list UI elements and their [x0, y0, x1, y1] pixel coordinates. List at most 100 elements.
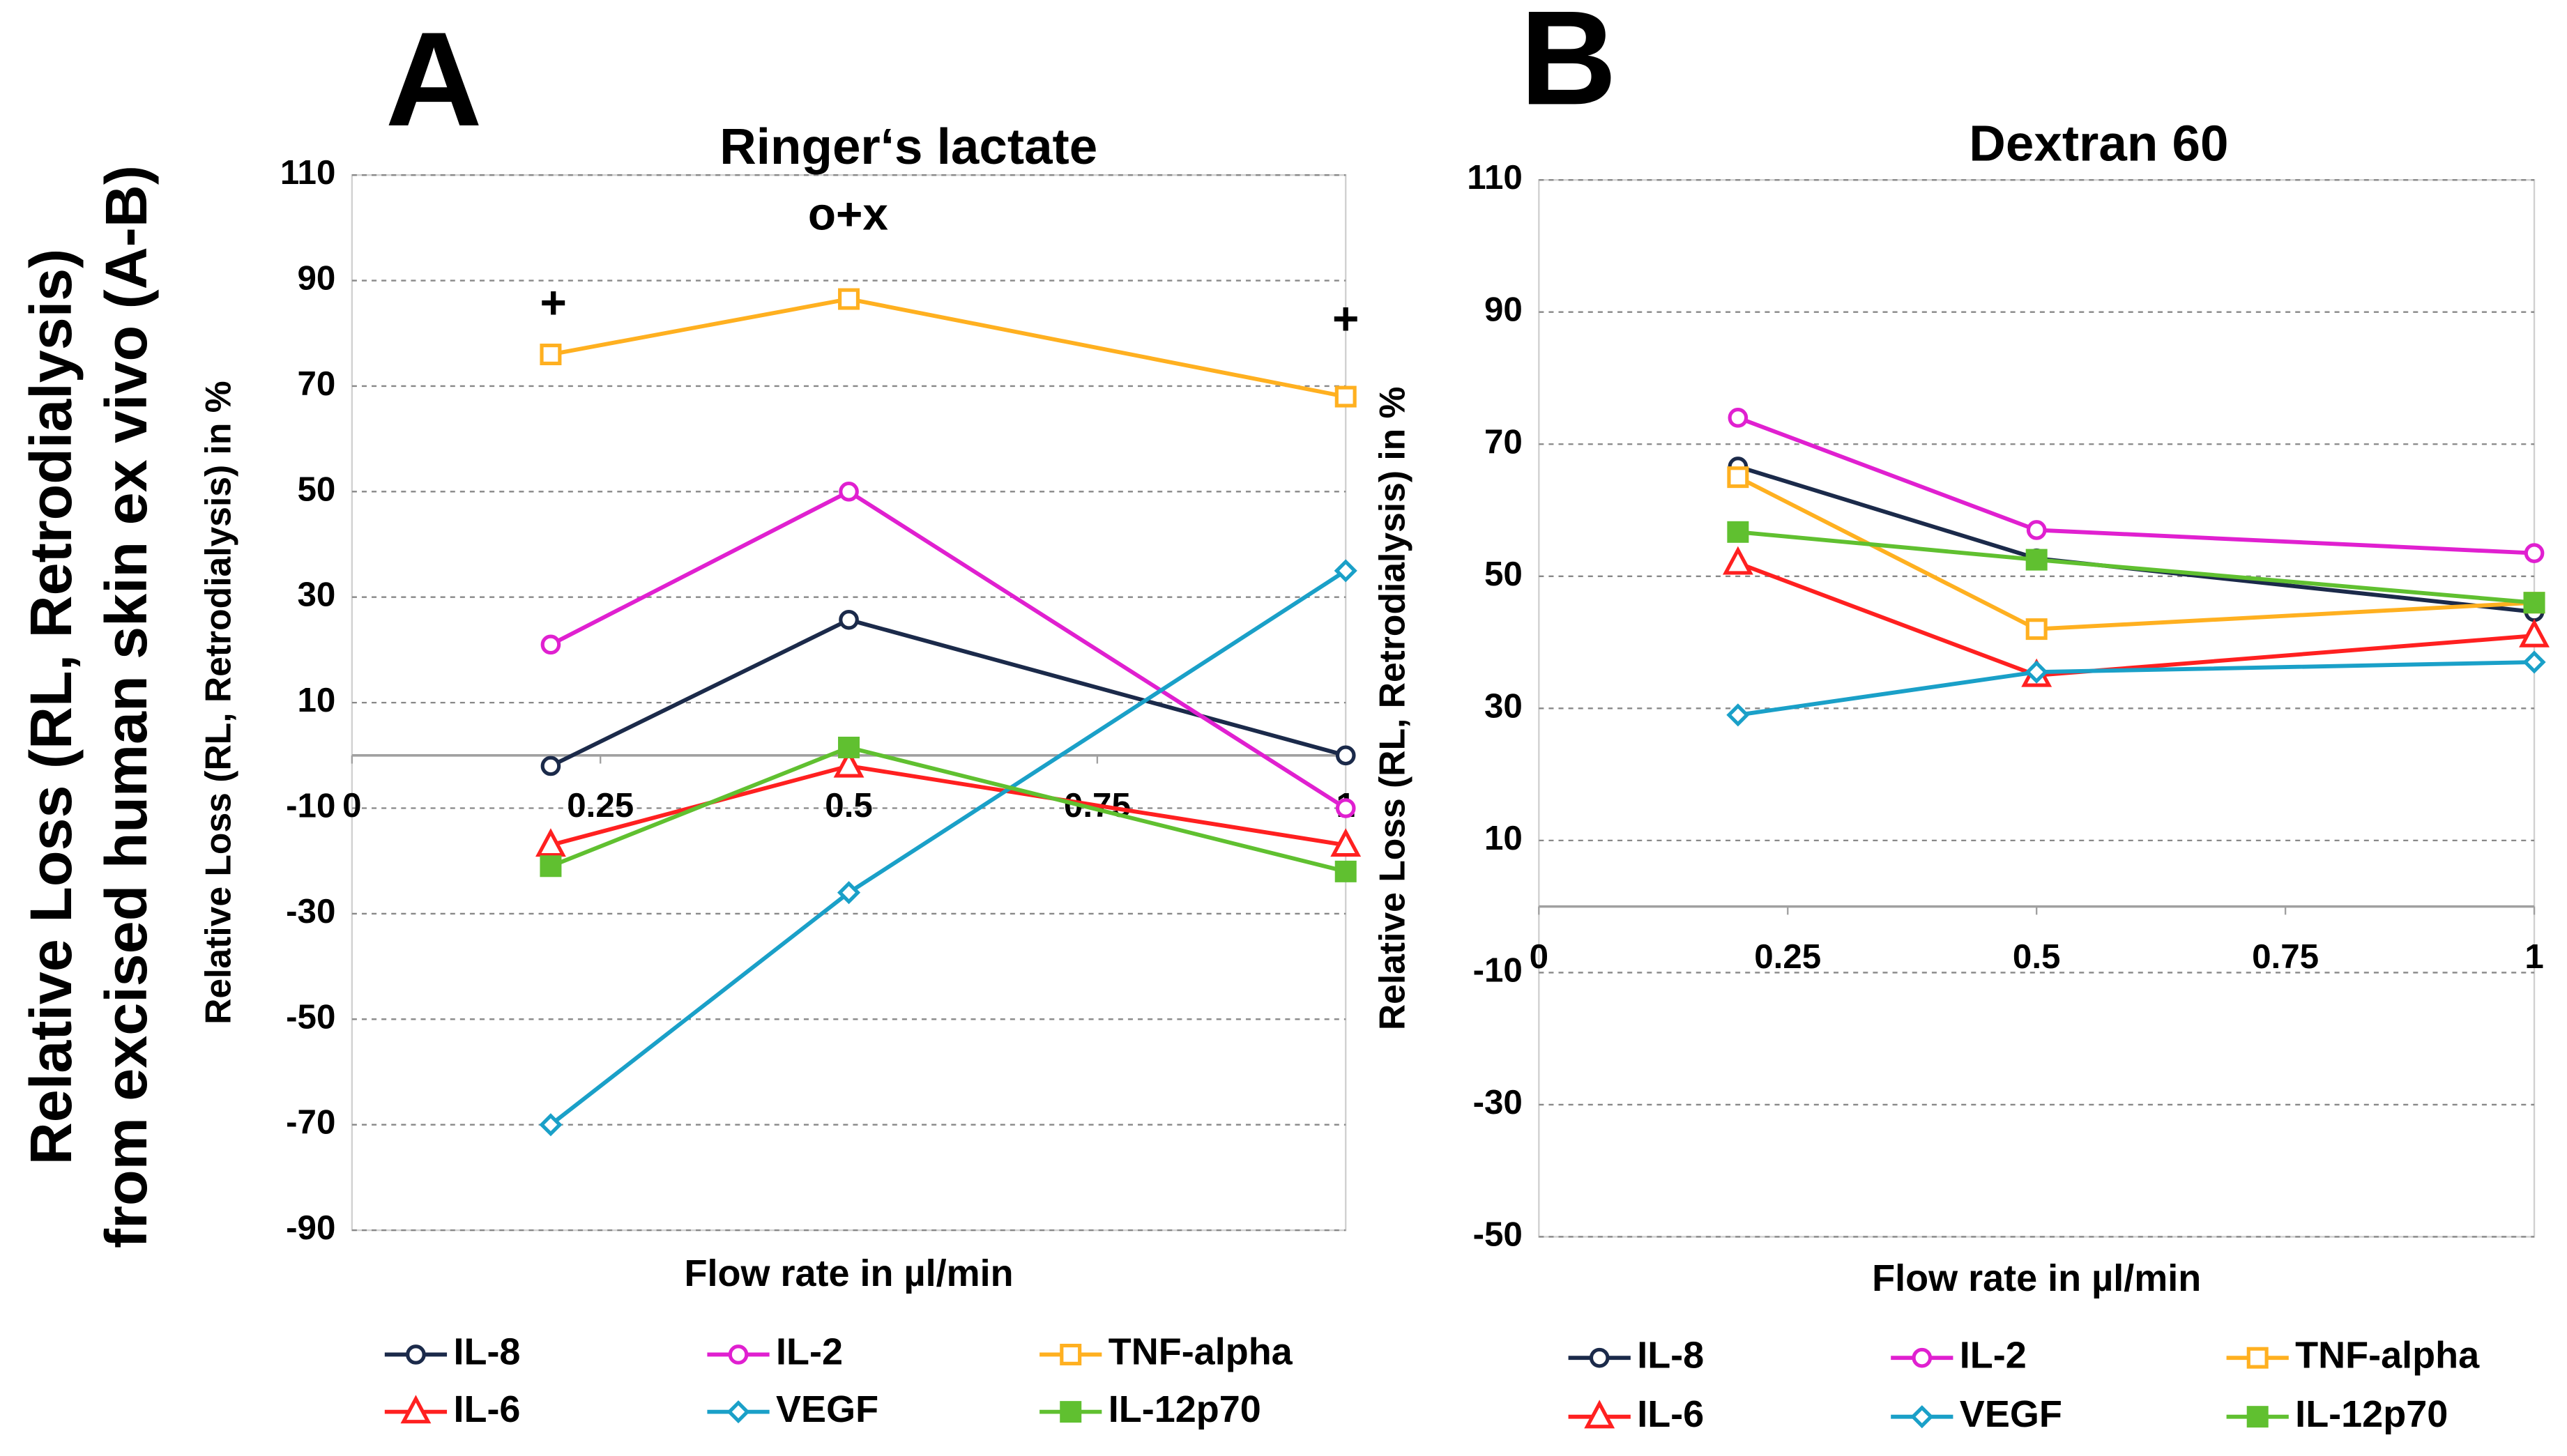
series: [540, 609, 1356, 776]
legend-marker: [728, 1344, 749, 1365]
marker: [2523, 592, 2545, 614]
marker: [1330, 828, 1362, 857]
legend-marker: [1589, 1347, 1610, 1368]
series: [535, 749, 1362, 857]
y-axis-title: Relative Loss (RL, Retrodialysis) in %: [1371, 387, 1412, 1031]
series-line: [549, 569, 1347, 1127]
shared-y-label: from excised human skin ex vivo (A-B): [93, 165, 159, 1248]
marker: [839, 482, 859, 502]
series-line: [1737, 530, 2535, 605]
y-tick-label: -50: [286, 997, 335, 1036]
series-line: [550, 297, 1346, 399]
series: [1727, 521, 2545, 614]
legend-label: IL-8: [1637, 1334, 1704, 1376]
marker: [1334, 385, 1357, 408]
y-tick-label: 110: [280, 153, 336, 192]
x-tick-label: 0.75: [2252, 937, 2319, 976]
marker: [1335, 798, 1356, 818]
series: [1728, 408, 2545, 563]
series-line: [549, 745, 1346, 874]
chart-title: Ringer‘s lactate: [719, 118, 1097, 175]
marker: [2519, 618, 2550, 647]
series: [1726, 650, 2546, 727]
y-axis-title: Relative Loss (RL, Retrodialysis) in %: [198, 381, 238, 1025]
marker: [2524, 543, 2545, 563]
y-tick-label: -10: [286, 787, 335, 825]
y-tick-label: 30: [1484, 687, 1523, 725]
y-tick-label: 10: [1484, 819, 1523, 857]
y-tick-label: 70: [1484, 422, 1523, 461]
legend-label: IL-12p70: [2295, 1393, 2448, 1435]
marker: [539, 1113, 563, 1137]
legend-marker: [1060, 1343, 1082, 1365]
marker: [1722, 546, 1753, 575]
marker: [1728, 408, 1749, 428]
x-tick-label: 0.5: [2013, 937, 2061, 976]
marker: [535, 828, 566, 857]
x-tick-label: 0: [1530, 937, 1548, 976]
marker: [1334, 559, 1357, 583]
legend-label: IL-8: [453, 1331, 520, 1373]
marker: [837, 881, 861, 905]
y-tick-label: 50: [298, 470, 336, 508]
legend-marker: [2246, 1347, 2269, 1369]
x-tick-label: 0: [342, 786, 361, 825]
panel-label: A: [386, 4, 482, 154]
marker: [1334, 860, 1357, 882]
marker: [838, 736, 860, 758]
y-tick-label: -30: [1473, 1083, 1523, 1121]
series: [1727, 466, 2545, 641]
marker: [2025, 618, 2048, 641]
x-tick-label: 0.25: [567, 786, 634, 825]
legend-label: VEGF: [776, 1388, 878, 1430]
annotation: o+x: [808, 188, 889, 240]
marker: [1335, 745, 1356, 766]
legend-label: TNF-alpha: [1109, 1331, 1293, 1373]
y-tick-label: 30: [298, 576, 336, 614]
legend-label: TNF-alpha: [2295, 1334, 2480, 1376]
marker: [2522, 650, 2546, 674]
series: [540, 736, 1357, 882]
series-line: [1737, 415, 2535, 555]
marker: [540, 634, 561, 655]
shared-y-label: Relative Loss (RL, Retrodialysis): [17, 249, 84, 1165]
annotation: +: [540, 276, 566, 328]
y-tick-label: 70: [298, 365, 336, 403]
annotation: +: [1332, 293, 1359, 344]
marker: [839, 609, 859, 630]
legend-marker: [1910, 1405, 1934, 1429]
y-tick-label: -30: [286, 892, 335, 930]
series: [540, 482, 1356, 818]
x-axis-title: Flow rate in µl/min: [1872, 1257, 2201, 1299]
y-tick-label: 90: [1484, 291, 1523, 329]
x-tick-label: 1: [2524, 937, 2543, 976]
y-tick-label: 10: [298, 681, 336, 719]
marker: [2026, 520, 2047, 540]
legend-marker: [726, 1400, 750, 1424]
legend-label: IL-2: [1960, 1334, 2027, 1376]
y-tick-label: 90: [298, 259, 336, 298]
y-tick-label: 110: [1467, 158, 1523, 197]
marker: [1727, 466, 1749, 489]
marker: [1727, 521, 1749, 543]
y-tick-label: 50: [1484, 555, 1523, 593]
series: [539, 559, 1357, 1137]
marker: [1726, 703, 1750, 727]
legend-marker: [400, 1395, 432, 1424]
y-tick-label: -10: [1473, 951, 1523, 989]
marker: [2025, 660, 2048, 684]
series-line: [549, 618, 1347, 768]
panel-label: B: [1520, 0, 1617, 132]
legend-label: IL-6: [453, 1388, 520, 1430]
series-line: [1737, 660, 2535, 717]
x-tick-label: 0.25: [1754, 937, 1821, 976]
legend-label: VEGF: [1960, 1393, 2062, 1435]
marker: [2025, 549, 2048, 571]
marker: [540, 855, 562, 878]
y-tick-label: -50: [1473, 1215, 1523, 1253]
legend-marker: [1912, 1347, 1933, 1368]
legend-label: IL-6: [1637, 1393, 1704, 1435]
legend-marker: [1060, 1401, 1082, 1423]
